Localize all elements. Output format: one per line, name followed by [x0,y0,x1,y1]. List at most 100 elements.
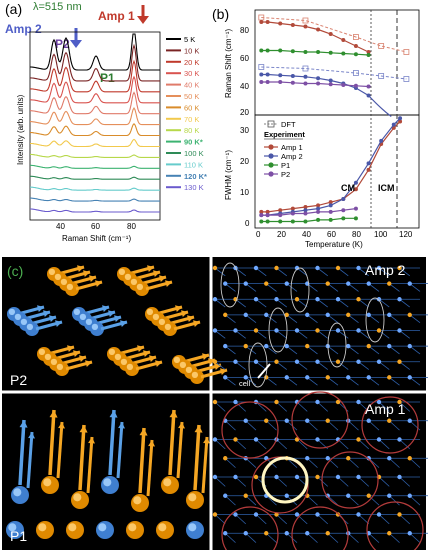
lattice-atom [253,474,259,480]
lattice-bond [347,532,359,543]
temp-xtick-100: 100 [374,230,388,239]
spectrum-curve [30,107,160,126]
p1-atom-highlight [13,488,22,497]
displacement-arrowhead [79,425,88,433]
lattice-atom [274,328,279,333]
raman-point [316,76,321,81]
raman-shift-ylabel: Raman Shift (cm⁻¹) [224,29,233,98]
p1-lower-atom-highlight [128,523,137,532]
p2-atom-highlight [20,318,28,326]
fwhm-point [278,219,283,224]
lattice-atom [243,343,248,349]
displacement-arrowhead [143,350,150,357]
lattice-atom [233,359,238,364]
p2-atom-highlight [158,318,166,326]
dft-point [403,76,410,82]
lattice-bond [306,495,318,506]
displacement-arrowhead [19,420,28,428]
spectra-legend-label: 30 K [184,69,199,78]
lattice-atom [243,312,248,318]
lattice-bond [347,457,359,468]
fwhm-point [259,213,264,218]
lattice-atom [243,493,248,498]
p2-mode-label: P2 [10,372,27,388]
displacement-arrowhead [108,310,115,317]
lattice-atom [264,418,269,423]
raman-series-line [261,21,369,53]
lattice-bond [327,420,339,431]
panel-b-label: (b) [212,6,229,22]
p2-atom-highlight [120,358,128,366]
spectrum-curve [29,122,160,137]
lattice-bond [388,457,400,468]
displacement-arrow [18,419,26,486]
lattice-bond [337,476,349,487]
p2-atom-highlight [14,313,22,321]
displacement-arrowhead [55,320,62,327]
displacement-arrowhead [169,410,178,418]
lattice-atom [407,493,412,498]
lattice-bond [358,476,370,487]
raman-point [353,44,358,48]
wavelength-label: λ=515 nm [33,1,82,13]
lattice-bond [368,532,380,543]
lattice-atom [264,343,269,349]
spectrum-curve [30,164,160,169]
spectrum-curve [30,208,160,213]
lattice-atom [356,474,361,480]
lattice-atom [315,297,320,302]
raman-point [265,72,270,77]
legend-amp1: Amp 1 [281,143,303,152]
lattice-atom [294,297,300,302]
displacement-arrowhead [203,437,210,444]
lattice-bond [235,401,247,412]
lattice-atom [397,297,402,302]
dft-point [378,73,385,79]
lattice-bond [224,532,236,543]
lattice-bond [306,532,318,543]
fwhm-point [366,161,371,166]
displacement-arrowhead [208,358,215,365]
displacement-arrow [56,421,64,479]
raman-point [353,83,358,88]
displacement-arrowhead [43,310,50,317]
lattice-atom [212,297,218,302]
displacement-arrowhead [202,353,209,360]
raman-point [328,82,333,87]
lattice-atom [325,456,330,461]
lattice-atom [356,328,361,333]
spectrum-curve [30,138,160,148]
amp2-annotation: Amp 2 [5,22,42,36]
spectra-legend-label: 5 K [184,35,195,44]
displacement-arrowhead [155,360,162,367]
lattice-bond [378,514,390,525]
displacement-arrowhead [49,315,56,322]
displacement-arrowhead [79,355,86,362]
temperature-xlabel: Temperature (K) [305,240,363,249]
lattice-atom [233,399,238,405]
lattice-atom [294,265,300,271]
p2-atom-highlight [191,371,199,379]
spectra-xlabel: Raman Shift (cm⁻¹) [62,234,131,243]
displacement-arrowhead [187,315,194,322]
raman-point [259,20,264,24]
lattice-atom [315,265,320,271]
lattice-bond [245,457,257,468]
fwhm-point [290,211,295,216]
lattice-atom [212,359,218,364]
spectrum-curve [30,75,160,104]
lattice-bond [276,476,288,487]
lattice-bond [368,495,380,506]
lattice-bond [399,476,411,487]
p2-atom-highlight [126,363,134,371]
lattice-atom [294,474,300,480]
lattice-bond [317,401,329,412]
lattice-atom [366,375,371,380]
amp1-annotation: Amp 1 [98,9,135,23]
lattice-atom [223,493,228,498]
p1-atom-highlight [43,478,52,487]
spectra-legend-label: 90 K* [184,138,203,147]
lattice-bond [337,439,349,450]
raman-ytick-60: 60 [240,54,249,63]
